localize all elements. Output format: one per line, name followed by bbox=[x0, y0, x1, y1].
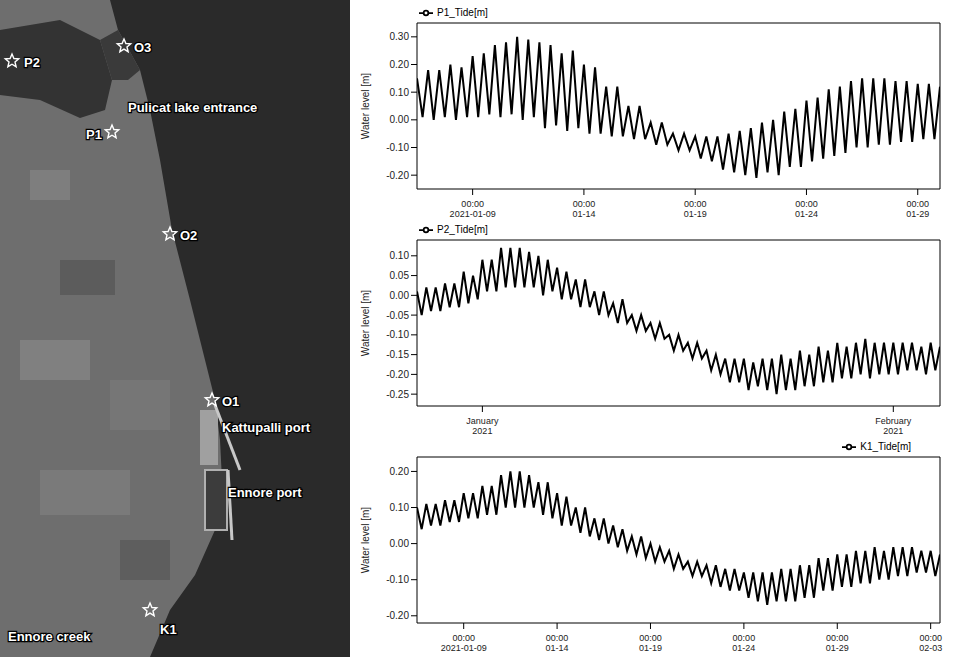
svg-text:-0.20: -0.20 bbox=[386, 610, 409, 621]
svg-text:-0.20: -0.20 bbox=[386, 170, 409, 181]
svg-text:0.10: 0.10 bbox=[390, 250, 410, 261]
svg-text:-0.20: -0.20 bbox=[386, 369, 409, 380]
svg-text:0.05: 0.05 bbox=[390, 270, 410, 281]
html-text:K1_Tide[m]: K1_Tide[m] bbox=[860, 440, 911, 452]
svg-text:Ennore port: Ennore port bbox=[228, 485, 302, 500]
svg-text:0.10: 0.10 bbox=[390, 87, 410, 98]
svg-text:0.00: 0.00 bbox=[390, 290, 410, 301]
svg-text:00:0002-03: 00:0002-03 bbox=[919, 633, 942, 653]
svg-text:Pulicat lake entrance: Pulicat lake entrance bbox=[128, 100, 257, 115]
svg-text:00:0001-19: 00:0001-19 bbox=[639, 633, 662, 653]
svg-text:00:0001-24: 00:0001-24 bbox=[732, 633, 755, 653]
svg-text:00:0001-24: 00:0001-24 bbox=[795, 199, 818, 219]
svg-text:K1: K1 bbox=[160, 622, 177, 637]
svg-text:00:002021-01-09: 00:002021-01-09 bbox=[450, 199, 496, 219]
svg-text:O3: O3 bbox=[134, 40, 151, 55]
svg-text:0.10: 0.10 bbox=[390, 502, 410, 513]
svg-text:O1: O1 bbox=[222, 394, 239, 409]
svg-text:O2: O2 bbox=[180, 228, 197, 243]
svg-text:00:002021-01-09: 00:002021-01-09 bbox=[441, 633, 487, 653]
svg-text:00:0001-14: 00:0001-14 bbox=[546, 633, 569, 653]
svg-text:P1: P1 bbox=[86, 127, 102, 142]
svg-text:00:0001-29: 00:0001-29 bbox=[906, 199, 929, 219]
svg-text:Ennore creek: Ennore creek bbox=[8, 629, 91, 644]
svg-text:-0.10: -0.10 bbox=[386, 574, 409, 585]
svg-text:-0.05: -0.05 bbox=[386, 310, 409, 321]
svg-text:-0.15: -0.15 bbox=[386, 349, 409, 360]
svg-text:0.00: 0.00 bbox=[390, 538, 410, 549]
svg-text:Water level [m]: Water level [m] bbox=[360, 507, 371, 574]
svg-text:P2: P2 bbox=[24, 55, 40, 70]
svg-text:January2021: January2021 bbox=[466, 416, 499, 436]
html-text:P2_Tide[m]: P2_Tide[m] bbox=[437, 223, 488, 235]
svg-text:-0.10: -0.10 bbox=[386, 329, 409, 340]
svg-text:February2021: February2021 bbox=[875, 416, 912, 436]
svg-text:00:0001-14: 00:0001-14 bbox=[572, 199, 595, 219]
svg-text:Water level [m]: Water level [m] bbox=[360, 290, 371, 357]
svg-text:-0.10: -0.10 bbox=[386, 142, 409, 153]
svg-text:0.20: 0.20 bbox=[390, 59, 410, 70]
svg-text:0.30: 0.30 bbox=[390, 31, 410, 42]
svg-text:0.20: 0.20 bbox=[390, 466, 410, 477]
html-text:P1_Tide[m]: P1_Tide[m] bbox=[437, 6, 488, 18]
svg-text:0.00: 0.00 bbox=[390, 114, 410, 125]
svg-text:00:0001-29: 00:0001-29 bbox=[826, 633, 849, 653]
svg-text:Kattupalli port: Kattupalli port bbox=[222, 420, 311, 435]
svg-text:-0.25: -0.25 bbox=[386, 389, 409, 400]
svg-text:00:0001-19: 00:0001-19 bbox=[684, 199, 707, 219]
svg-text:Water level [m]: Water level [m] bbox=[360, 73, 371, 140]
